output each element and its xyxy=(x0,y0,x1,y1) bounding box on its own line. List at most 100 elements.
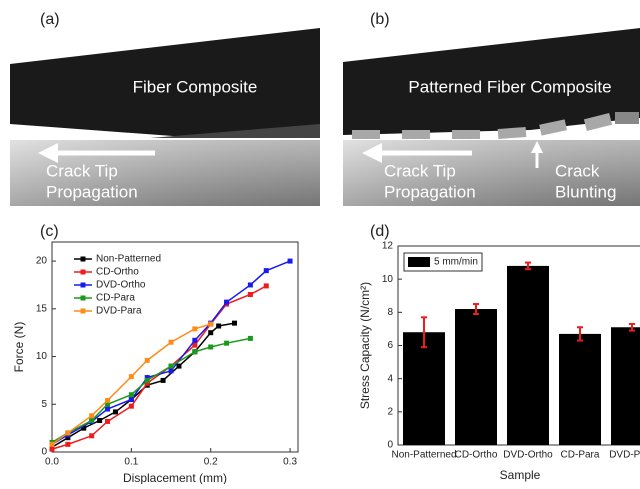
legend-label: 5 mm/min xyxy=(434,257,478,268)
point xyxy=(144,375,150,381)
x-tick-label: 0.2 xyxy=(204,457,218,468)
point xyxy=(263,268,269,274)
point xyxy=(89,418,95,423)
x-tick-label: 0.0 xyxy=(45,457,59,468)
point xyxy=(49,446,55,452)
point xyxy=(97,418,103,423)
point xyxy=(176,363,182,369)
crack-wedge xyxy=(150,124,320,138)
blunt-text: Blunting xyxy=(555,182,616,201)
point xyxy=(65,441,71,447)
point xyxy=(247,292,253,297)
legend-marker xyxy=(80,269,86,275)
legend-label: DVD-Para xyxy=(96,306,142,317)
composite xyxy=(10,28,320,138)
legend-label: Non-Patterned xyxy=(96,254,161,265)
point xyxy=(224,340,230,346)
point xyxy=(160,377,166,383)
y-tick-label: 8 xyxy=(387,307,393,318)
point xyxy=(81,425,87,431)
arrow-text: Crack Tip xyxy=(46,161,118,180)
point xyxy=(263,283,269,289)
point xyxy=(89,413,95,419)
y-tick-label: 15 xyxy=(36,303,48,314)
y-tick-label: 6 xyxy=(387,340,393,351)
legend-swatch xyxy=(408,257,430,267)
y-tick-label: 0 xyxy=(41,447,47,458)
blunt-text: Crack xyxy=(555,161,600,180)
arrow-text: Propagation xyxy=(46,182,138,201)
bar xyxy=(507,265,549,445)
x-tick-label: DVD-Para xyxy=(609,450,640,461)
bar xyxy=(455,309,497,445)
panel-label: (d) xyxy=(370,223,390,240)
point xyxy=(168,363,174,369)
y-tick-label: 20 xyxy=(36,256,48,267)
x-tick-label: CD-Para xyxy=(561,450,600,461)
legend-marker xyxy=(80,256,86,262)
x-tick-label: DVD-Ortho xyxy=(503,450,553,461)
point xyxy=(232,320,238,326)
point xyxy=(65,435,71,441)
x-tick-label: 0.3 xyxy=(283,457,297,468)
point xyxy=(192,337,198,343)
legend-label: CD-Para xyxy=(96,293,135,304)
point xyxy=(192,349,198,355)
point xyxy=(224,299,230,305)
point xyxy=(247,282,253,288)
legend-marker xyxy=(80,308,86,314)
y-axis-label: Force (N) xyxy=(12,322,26,373)
point xyxy=(105,406,111,412)
patterns xyxy=(352,112,639,139)
point xyxy=(65,430,71,436)
x-tick-label: 0.1 xyxy=(124,457,138,468)
point xyxy=(128,392,134,398)
panel-label: (a) xyxy=(40,11,60,28)
legend-marker xyxy=(80,282,86,288)
point xyxy=(287,258,293,264)
point xyxy=(247,335,253,341)
legend-label: CD-Ortho xyxy=(96,267,139,278)
composite-text: Fiber Composite xyxy=(133,77,258,96)
y-tick-label: 10 xyxy=(382,274,394,285)
point xyxy=(208,330,214,336)
bar xyxy=(611,327,640,445)
point xyxy=(192,326,198,332)
point xyxy=(112,409,118,415)
point xyxy=(144,377,150,383)
y-tick-label: 10 xyxy=(36,351,48,362)
point xyxy=(144,357,150,363)
panel-b: (b) Patterned Fiber Composite Crack Tip … xyxy=(343,11,640,206)
bar xyxy=(403,332,445,445)
plot-frame xyxy=(51,241,299,453)
point xyxy=(128,403,134,409)
legend-marker xyxy=(80,295,86,301)
point xyxy=(216,323,222,329)
point xyxy=(128,397,134,402)
point xyxy=(105,418,111,424)
panel-a: (a) Fiber Composite Crack Tip Propagatio… xyxy=(10,11,320,206)
y-tick-label: 12 xyxy=(382,241,394,252)
y-tick-label: 0 xyxy=(387,440,393,451)
x-tick-label: CD-Ortho xyxy=(455,450,498,461)
series-line xyxy=(51,323,211,445)
composite xyxy=(343,28,640,135)
point xyxy=(144,380,150,386)
panel-label: (b) xyxy=(370,11,390,28)
panel-c: 0.0 0.1 0.2 0.3 0 5 10 15 20 Displacement (mm) For… xyxy=(12,241,299,485)
x-tick-label: Non-Patterned xyxy=(391,450,456,461)
legend-label: DVD-Ortho xyxy=(96,280,146,291)
point xyxy=(105,397,111,403)
y-tick-label: 4 xyxy=(387,373,393,384)
arrow-text: Propagation xyxy=(384,182,476,201)
composite-text: Patterned Fiber Composite xyxy=(408,77,611,96)
point xyxy=(192,342,198,348)
point xyxy=(89,433,95,439)
y-tick-label: 2 xyxy=(387,406,393,417)
point xyxy=(105,401,111,407)
y-tick-label: 5 xyxy=(41,399,47,410)
point xyxy=(168,339,174,345)
bar xyxy=(559,333,601,445)
series-line xyxy=(51,260,291,446)
